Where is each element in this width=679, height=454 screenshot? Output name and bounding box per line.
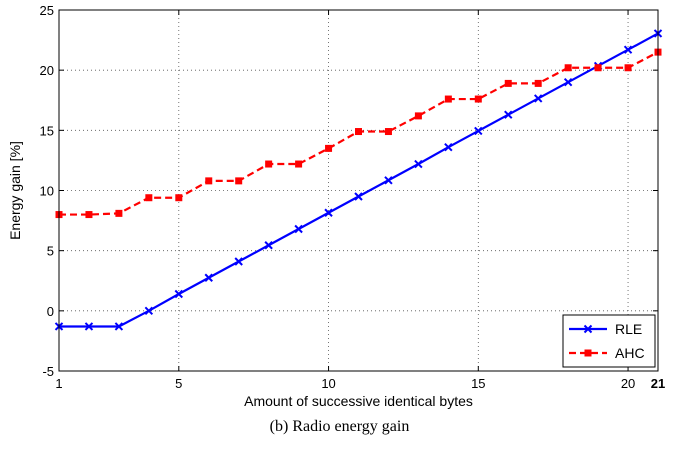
x-tick-label: 1 <box>55 376 62 391</box>
y-tick-labels: -5 0 5 10 15 20 25 <box>40 3 54 379</box>
data-point-ahc <box>384 128 392 136</box>
marker-stroke <box>414 159 423 169</box>
marker-stroke <box>474 126 483 136</box>
x-tick-label: 15 <box>471 376 485 391</box>
x-tick-label: 20 <box>621 376 635 391</box>
data-point-rle <box>204 273 213 282</box>
legend-sample-ahc <box>569 349 607 357</box>
data-point-rle <box>294 224 303 234</box>
data-point-rle <box>444 142 453 152</box>
data-point-ahc <box>205 177 213 185</box>
y-tick-label: 10 <box>40 184 54 199</box>
data-point-rle <box>533 94 543 103</box>
marker-stroke <box>84 322 94 331</box>
data-point-ahc <box>355 128 362 136</box>
y-tick-label: 15 <box>40 123 54 138</box>
data-point-ahc <box>175 194 183 202</box>
x-tick-label: 10 <box>321 376 335 391</box>
marker-stroke <box>144 306 154 316</box>
data-point-rle <box>234 257 243 266</box>
legend-label-ahc: AHC <box>615 345 645 361</box>
data-point-rle <box>474 126 483 136</box>
legend-marker-rle <box>583 324 593 334</box>
x-axis-title: Amount of successive identical bytes <box>244 393 473 409</box>
y-tick-label: 0 <box>47 304 54 319</box>
data-point-rle <box>324 208 333 217</box>
data-point-ahc <box>474 95 482 103</box>
marker-stroke <box>264 241 273 250</box>
data-point-ahc <box>564 64 572 72</box>
legend: RLE AHC <box>562 314 656 368</box>
data-point-ahc <box>534 79 542 87</box>
series-rle <box>54 29 663 331</box>
marker-stroke <box>354 192 363 201</box>
y-tick-label: 20 <box>40 63 54 78</box>
marker-stroke <box>234 257 243 266</box>
legend-item-rle: RLE <box>569 321 642 337</box>
marker-stroke <box>384 176 393 185</box>
data-point-rle <box>114 322 124 331</box>
marker-stroke <box>563 77 573 87</box>
legend-sample-rle <box>569 324 607 334</box>
series-layer <box>54 29 663 331</box>
marker-stroke <box>114 322 124 331</box>
data-point-rle <box>623 45 633 54</box>
data-point-rle <box>504 110 513 119</box>
data-point-rle <box>84 322 94 331</box>
x-tick-label: 21 <box>651 376 665 391</box>
x-tick-label: 5 <box>175 376 182 391</box>
figure-caption: (b) Radio energy gain <box>269 418 410 435</box>
data-point-ahc <box>115 209 123 217</box>
data-point-ahc <box>235 177 243 185</box>
data-point-ahc <box>85 211 93 219</box>
marker-stroke <box>324 208 333 217</box>
data-point-ahc <box>295 160 303 168</box>
data-point-rle <box>354 192 363 201</box>
legend-marker-ahc <box>584 349 592 357</box>
y-tick-label: 25 <box>40 3 54 18</box>
marker-stroke <box>623 45 633 54</box>
legend-box <box>562 314 656 368</box>
marker-stroke <box>294 224 303 234</box>
data-point-rle <box>174 289 184 299</box>
legend-label-rle: RLE <box>615 321 642 337</box>
data-point-ahc <box>265 160 273 168</box>
data-point-rle <box>384 176 393 185</box>
data-point-rle <box>144 306 154 316</box>
y-tick-label: -5 <box>42 364 54 379</box>
x-tick-labels: 1 5 10 15 20 21 <box>55 376 665 391</box>
data-point-ahc <box>325 144 333 152</box>
marker-stroke <box>533 94 543 103</box>
marker-stroke <box>174 289 184 299</box>
marker-stroke <box>583 324 593 334</box>
data-point-ahc <box>624 64 632 72</box>
marker-stroke <box>504 110 513 119</box>
data-point-rle <box>264 241 273 250</box>
y-tick-label: 5 <box>47 244 54 259</box>
data-point-rle <box>563 77 573 87</box>
tick-marks <box>58 9 659 372</box>
data-point-ahc <box>504 79 512 87</box>
legend-item-ahc: AHC <box>569 345 645 361</box>
data-point-ahc <box>594 64 602 72</box>
data-point-rle <box>414 159 423 169</box>
data-point-ahc <box>444 95 452 103</box>
marker-stroke <box>204 273 213 282</box>
y-axis-title: Energy gain [%] <box>7 141 23 240</box>
data-point-ahc <box>414 112 422 120</box>
series-line-rle <box>59 32 659 328</box>
series-ahc <box>55 48 662 219</box>
data-point-ahc <box>145 194 153 202</box>
marker-stroke <box>444 142 453 152</box>
